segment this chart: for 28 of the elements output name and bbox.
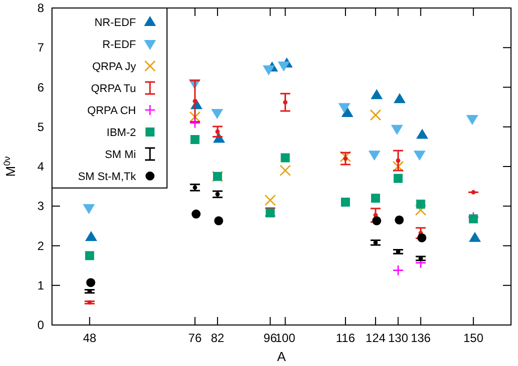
y-tick-label: 7 bbox=[37, 40, 44, 55]
legend-label: SM St-M,Tk bbox=[78, 171, 136, 183]
legend-label: QRPA CH bbox=[87, 105, 136, 117]
y-tick-label: 2 bbox=[37, 238, 44, 253]
x-tick-label: 130 bbox=[388, 331, 408, 345]
legend-label: NR-EDF bbox=[94, 17, 136, 29]
x-tick-label: 116 bbox=[336, 331, 356, 345]
x-tick-label: 76 bbox=[188, 331, 202, 345]
x-tick-label: 96 bbox=[264, 331, 278, 345]
legend-label: QRPA Tu bbox=[90, 83, 136, 95]
y-tick-label: 6 bbox=[37, 80, 44, 94]
legend-label: IBM-2 bbox=[106, 127, 136, 139]
x-tick-label: 82 bbox=[210, 331, 225, 345]
y-tick-label: 5 bbox=[37, 120, 44, 134]
y-tick-label: 8 bbox=[37, 1, 44, 15]
legend-label: SM Mi bbox=[104, 149, 136, 161]
y-tick-label: 1 bbox=[37, 278, 44, 292]
legend-label: QRPA Jy bbox=[92, 61, 136, 73]
legend-label: R-EDF bbox=[102, 39, 136, 51]
y-tick-label: 0 bbox=[37, 318, 44, 332]
x-tick-label: 48 bbox=[82, 331, 97, 345]
x-tick-label: 136 bbox=[410, 331, 432, 345]
x-tick-label: 100 bbox=[275, 331, 296, 345]
x-axis-title: A bbox=[277, 349, 286, 364]
x-tick-label: 124 bbox=[366, 331, 386, 345]
y-tick-label: 4 bbox=[37, 160, 44, 174]
y-tick-label: 3 bbox=[37, 199, 44, 214]
x-tick-label: 150 bbox=[463, 331, 484, 345]
